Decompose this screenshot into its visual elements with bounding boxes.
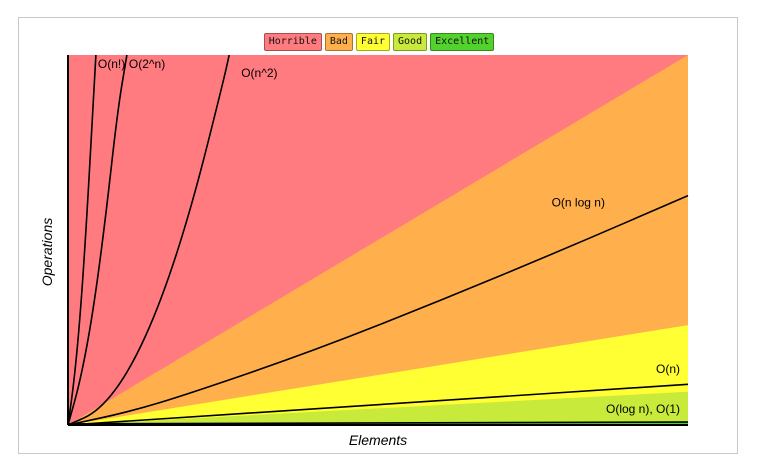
legend-item-good: Good: [393, 33, 428, 51]
label-o-2-n-: O(2^n): [129, 57, 165, 71]
legend: Horrible Bad Fair Good Excellent: [0, 33, 758, 51]
region-bad: [68, 55, 688, 425]
x-axis-label: Elements: [349, 432, 407, 448]
curve-o-2-n-: [67, 54, 128, 426]
curve-o-log-n-o-1-: [67, 421, 689, 425]
curve-labels: O(n!) O(2^n) O(n^2) O(n log n) O(n) O(log n),…: [98, 57, 680, 416]
label-o-log-n-o-1-: O(log n), O(1): [606, 402, 680, 416]
curve-o-n-: [67, 54, 97, 426]
curve-o-n-log-n-: [67, 194, 689, 426]
legend-item-bad: Bad: [324, 33, 353, 51]
legend-item-horrible: Horrible: [263, 33, 322, 51]
region-fair: [68, 325, 688, 425]
legend-item-excellent: Excellent: [430, 33, 495, 51]
curve-o-n-2-: [67, 54, 230, 426]
legend-item-fair: Fair: [355, 33, 391, 51]
label-o-n-log-n-: O(n log n): [552, 196, 605, 210]
label-o-n-2-: O(n^2): [241, 66, 277, 80]
complexity-regions: [68, 55, 688, 425]
axes: [67, 55, 688, 426]
label-o-n-: O(n!): [98, 57, 125, 71]
y-axis-label: Operations: [39, 218, 55, 286]
label-o-n-: O(n): [656, 362, 680, 376]
